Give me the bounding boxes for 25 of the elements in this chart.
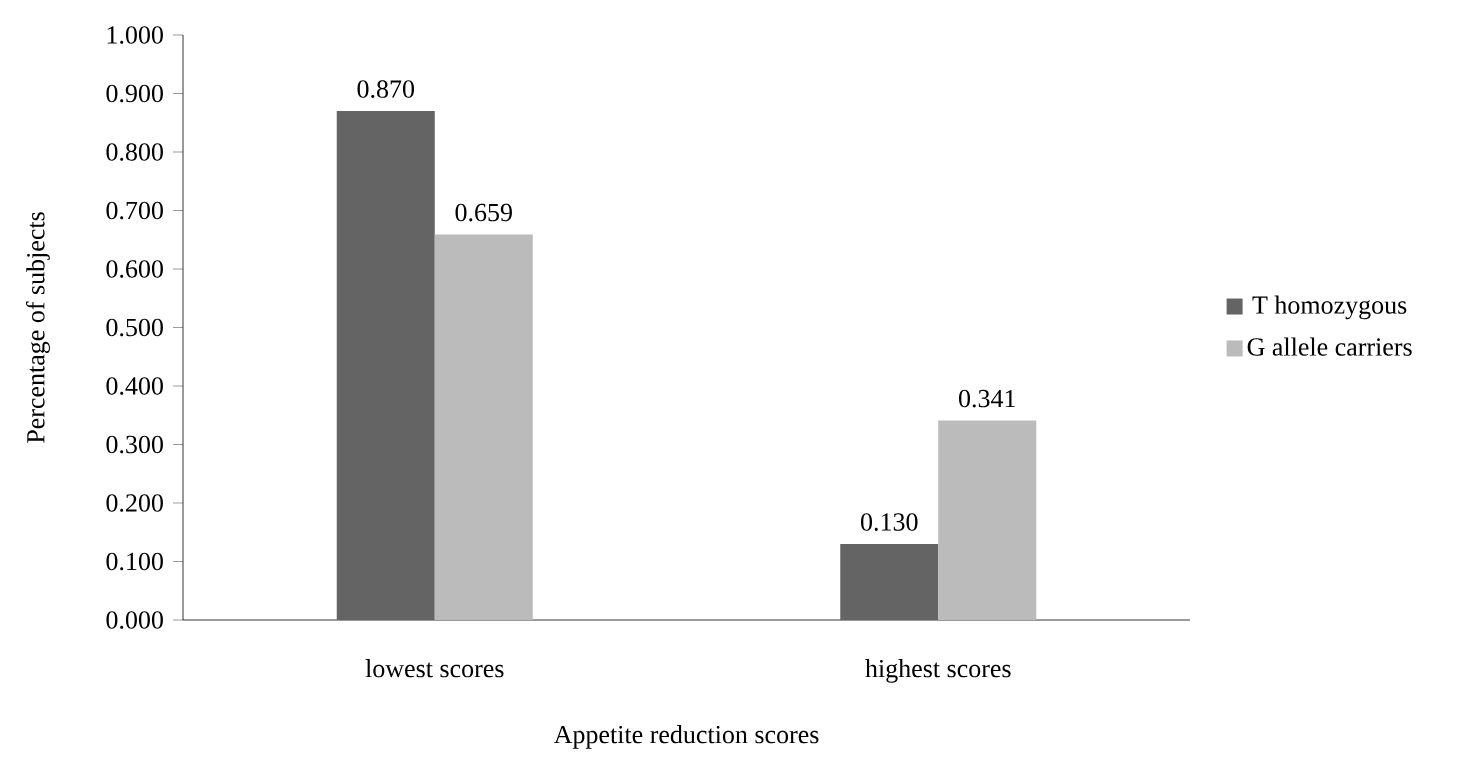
y-tick-label: 0.700 [106, 201, 163, 220]
y-tick-label: 0.200 [106, 494, 163, 512]
bar [434, 234, 533, 620]
bar [336, 111, 435, 620]
y-axis-title: Percentage of subjects [26, 212, 50, 443]
y-tick-label: 1.000 [107, 26, 163, 44]
data-label: 0.130 [861, 513, 918, 531]
y-tick-label: 0.100 [106, 552, 163, 571]
data-label: 0.659 [455, 203, 512, 222]
x-tick-label: highest scores [865, 659, 1011, 683]
bar [938, 420, 1037, 620]
y-tick-label: 0.400 [106, 377, 163, 395]
data-label: 0.341 [959, 389, 1015, 408]
data-label: 0.870 [357, 80, 415, 98]
y-tick-label: 0.900 [106, 84, 163, 103]
y-tick-label: 0.800 [106, 143, 163, 161]
y-tick-label: 0.000 [106, 611, 163, 629]
x-tick-label: lowest scores [365, 659, 504, 678]
bar [840, 543, 939, 620]
y-tick-label: 0.600 [106, 260, 163, 278]
legend-label: G allele carriers [1247, 337, 1412, 356]
x-axis-title: Appetite reduction scores [553, 725, 819, 749]
y-tick-label: 0.300 [106, 435, 163, 454]
legend-label: T homozygous [1252, 295, 1407, 320]
y-tick-label: 0.500 [106, 318, 163, 337]
